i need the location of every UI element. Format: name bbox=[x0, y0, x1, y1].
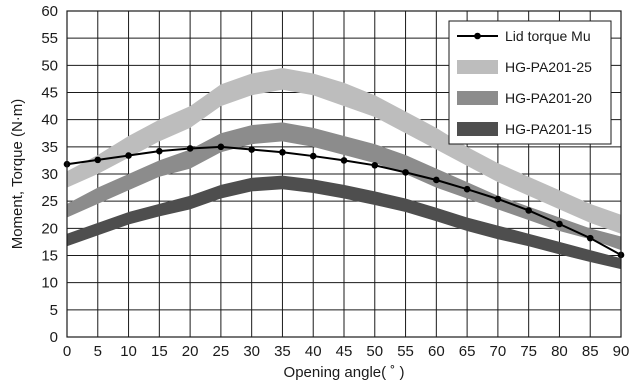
x-tick-label: 50 bbox=[366, 343, 383, 360]
x-tick-label: 70 bbox=[490, 343, 507, 360]
x-tick-labels: 0 5 10 15 20 25 30 35 40 45 50 55 60 65 70 75 80 85 90 bbox=[63, 343, 630, 360]
legend-label: HG-PA201-25 bbox=[505, 59, 592, 75]
lid-torque-point-70 bbox=[494, 195, 502, 203]
plot-frame bbox=[66, 10, 622, 338]
legend-swatch-hg-pa201-20 bbox=[457, 91, 498, 105]
y-tick-label: 45 bbox=[41, 85, 58, 102]
legend: Lid torque Mu HG-PA201-25 HG-PA201-20 HG-PA… bbox=[448, 20, 612, 145]
lid-torque-point-45 bbox=[340, 157, 348, 164]
lid-torque-point-15 bbox=[156, 147, 163, 155]
lid-torque-point-60 bbox=[433, 176, 440, 184]
x-tick-label: 90 bbox=[613, 343, 630, 360]
y-tick-label: 60 bbox=[41, 3, 58, 20]
y-tick-label: 20 bbox=[41, 220, 58, 237]
y-tick-label: 25 bbox=[41, 193, 58, 210]
x-tick-label: 0 bbox=[63, 343, 71, 360]
x-tick-label: 25 bbox=[213, 343, 230, 360]
legend-label: Lid torque Mu bbox=[505, 28, 591, 44]
lid-torque-point-85 bbox=[586, 234, 594, 242]
x-tick-label: 65 bbox=[459, 343, 476, 360]
x-tick-label: 35 bbox=[274, 343, 291, 360]
lid-torque-point-75 bbox=[525, 207, 532, 214]
lid-torque-point-40 bbox=[309, 152, 317, 160]
legend-swatch-hg-pa201-15 bbox=[457, 122, 498, 136]
x-tick-label: 60 bbox=[428, 343, 445, 360]
y-tick-label: 35 bbox=[41, 139, 58, 156]
band-hg-pa201-20 bbox=[67, 122, 621, 251]
lid-torque-point-10 bbox=[125, 152, 132, 159]
line-series-group bbox=[63, 143, 625, 259]
lid-torque-point-55 bbox=[402, 169, 409, 176]
legend-swatch-hg-pa201-25 bbox=[457, 60, 498, 74]
x-tick-label: 10 bbox=[120, 343, 137, 360]
band-hg-pa201-15 bbox=[67, 175, 621, 270]
lid-torque-point-80 bbox=[556, 220, 563, 228]
lid-torque-point-65 bbox=[463, 185, 471, 193]
band-hg-pa201-25 bbox=[67, 68, 621, 234]
y-tick-labels: 0 5 10 15 20 25 30 35 40 45 50 55 60 bbox=[41, 3, 58, 346]
x-tick-label: 30 bbox=[243, 343, 260, 360]
lid-torque-point-35 bbox=[279, 148, 286, 156]
x-tick-label: 20 bbox=[182, 343, 199, 360]
y-tick-label: 40 bbox=[41, 112, 58, 129]
y-tick-label: 0 bbox=[50, 329, 58, 346]
lid-torque-point-50 bbox=[371, 162, 379, 169]
y-tick-label: 15 bbox=[41, 248, 58, 265]
y-tick-label: 5 bbox=[50, 302, 58, 319]
lid-torque-point-30 bbox=[248, 146, 255, 153]
legend-label: HG-PA201-20 bbox=[505, 90, 592, 106]
x-tick-label: 85 bbox=[582, 343, 599, 360]
y-tick-label: 10 bbox=[41, 275, 58, 292]
lid-torque-point-5 bbox=[94, 156, 102, 164]
y-tick-label: 30 bbox=[41, 166, 58, 183]
lid-torque-point-25 bbox=[217, 143, 225, 151]
lid-torque-point-20 bbox=[186, 145, 194, 152]
y-tick-label: 50 bbox=[41, 57, 58, 74]
x-tick-label: 40 bbox=[305, 343, 322, 360]
x-tick-label: 80 bbox=[551, 343, 568, 360]
x-tick-label: 5 bbox=[94, 343, 102, 360]
legend-label: HG-PA201-15 bbox=[505, 121, 592, 137]
y-axis-label: Moment, Torque (N·m) bbox=[9, 99, 26, 250]
x-axis-label: Opening angle( ˚ ) bbox=[284, 364, 405, 381]
x-tick-label: 75 bbox=[520, 343, 537, 360]
band-series-group bbox=[67, 68, 621, 270]
x-tick-label: 55 bbox=[397, 343, 414, 360]
legend-marker-lid-torque bbox=[474, 32, 481, 40]
x-tick-label: 15 bbox=[151, 343, 168, 360]
x-tick-label: 45 bbox=[336, 343, 353, 360]
y-tick-label: 55 bbox=[41, 30, 58, 47]
